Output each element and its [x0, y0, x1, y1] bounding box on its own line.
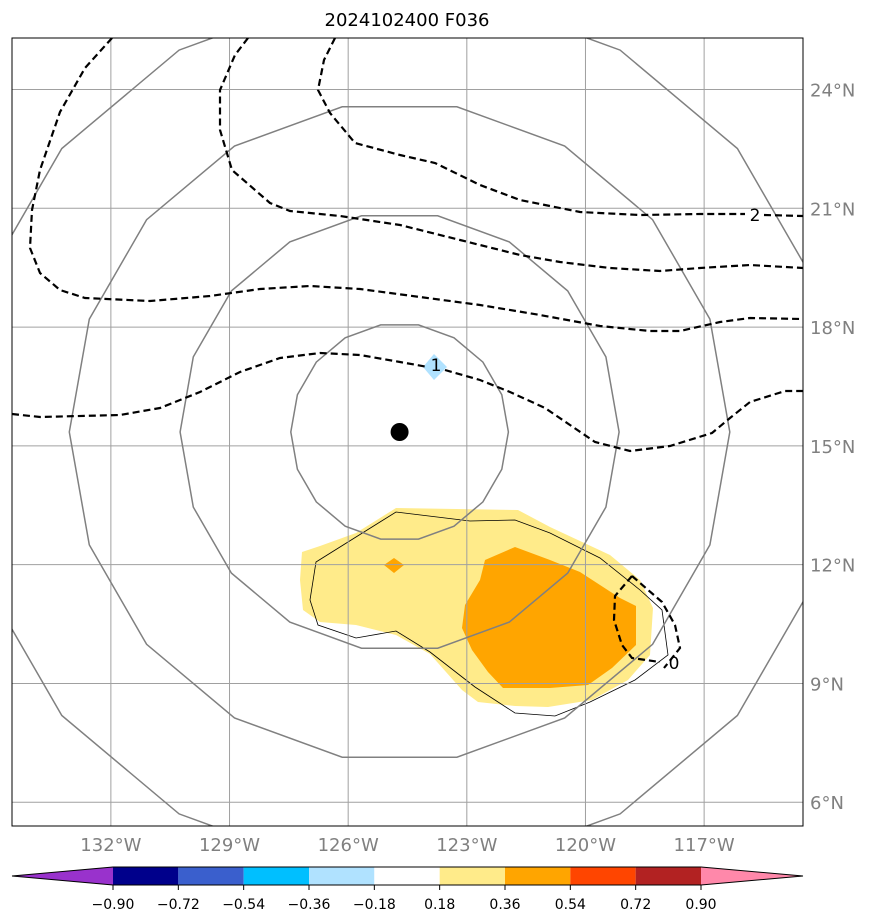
lat-tick-label: 6°N [810, 793, 844, 814]
latitude-labels: 24°N 21°N 18°N 15°N 12°N 9°N 6°N [810, 80, 855, 814]
range-ring-2 [68, 106, 731, 758]
lat-tick-label: 15°N [810, 437, 855, 458]
contour-label-1: 1 [431, 356, 442, 376]
colorbar-segment [113, 867, 179, 885]
colorbar-segment [374, 867, 440, 885]
colorbar-segment [505, 867, 571, 885]
colorbar-segment [178, 867, 244, 885]
orange-field [462, 547, 636, 688]
contour-line-a [28, 38, 803, 333]
lat-tick-label: 21°N [810, 199, 855, 220]
contour-label-0: 0 [669, 654, 680, 674]
colorbar-segment [635, 867, 701, 885]
colorbar-tick-label: 0.54 [555, 897, 586, 913]
colorbar: −0.90 −0.72 −0.54 −0.36 −0.18 0.18 0.36 0.54 0.7… [11, 866, 804, 913]
colorbar-segment [439, 867, 505, 885]
colorbar-extend-low [12, 867, 113, 885]
lon-tick-label: 120°W [555, 835, 616, 856]
orange-spot [384, 558, 404, 573]
light-blue-spot [423, 354, 447, 380]
lat-tick-label: 18°N [810, 318, 855, 339]
range-rings [12, 38, 803, 826]
colorbar-tick-label: −0.18 [353, 897, 396, 913]
colorbar-tick-label: 0.72 [620, 897, 651, 913]
colorbar-segment [309, 867, 375, 885]
colorbar-extend-high [701, 867, 803, 885]
range-ring-1 [179, 215, 620, 649]
lat-tick-label: 24°N [810, 80, 855, 101]
colorbar-tick-label: 0.36 [489, 897, 520, 913]
lon-tick-label: 123°W [436, 835, 497, 856]
colorbar-tick-label: −0.72 [157, 897, 200, 913]
contour-line-c-end [763, 213, 803, 218]
range-ring-3 [12, 38, 803, 826]
lat-tick-label: 9°N [810, 674, 844, 695]
contour-label-2: 2 [750, 206, 761, 226]
lon-tick-label: 126°W [318, 835, 379, 856]
dashed-contours [12, 38, 803, 669]
lon-tick-label: 117°W [674, 835, 735, 856]
colorbar-segment [243, 867, 309, 885]
map-title: 2024102400 F036 [325, 10, 490, 31]
contour-line-d [12, 351, 429, 419]
range-ring-0 [290, 324, 510, 540]
longitude-labels: 132°W 129°W 126°W 123°W 120°W 117°W [80, 835, 735, 856]
colorbar-tick-label: 0.18 [424, 897, 455, 913]
colorbar-tick-label: −0.90 [92, 897, 135, 913]
map-frame [11, 37, 804, 827]
colorbar-tick-label: −0.54 [222, 897, 265, 913]
contour-line-e-end [631, 575, 682, 669]
storm-center-marker [390, 423, 409, 441]
lon-tick-label: 132°W [80, 835, 141, 856]
colorbar-tick-label: 0.90 [685, 897, 716, 913]
contour-line-c [316, 38, 745, 217]
contour-line-b [218, 38, 803, 273]
lon-tick-label: 129°W [199, 835, 260, 856]
thin-outline [309, 511, 669, 717]
gridlines [12, 38, 803, 826]
contour-line-d-end [444, 368, 803, 453]
colorbar-tick-label: −0.36 [288, 897, 331, 913]
lat-tick-label: 12°N [810, 556, 855, 577]
colorbar-segment [570, 867, 636, 885]
